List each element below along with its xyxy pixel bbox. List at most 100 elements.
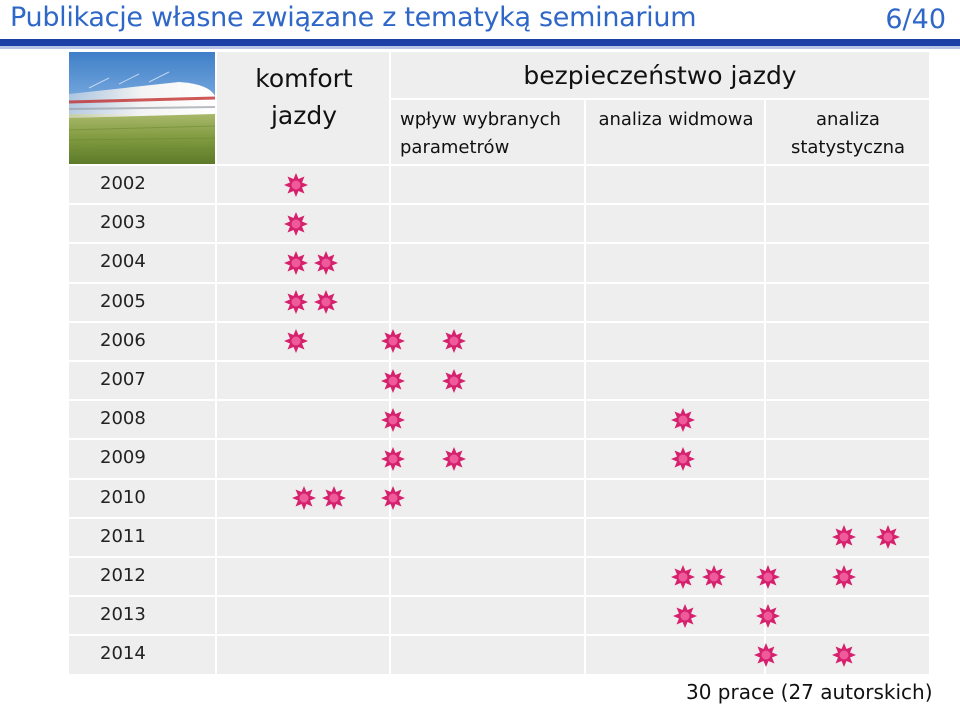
table-cell: [69, 518, 215, 556]
flower-star-icon: [755, 603, 781, 629]
year-label: 2009: [100, 447, 146, 469]
flower-star-icon: [701, 564, 727, 590]
header-comfort: komfort jazdy: [255, 64, 353, 130]
table-cell: [766, 440, 929, 478]
table-cell: [69, 558, 215, 596]
year-label: 2003: [100, 212, 146, 234]
flower-star-icon: [291, 485, 317, 511]
flower-star-icon: [670, 446, 696, 472]
flower-star-icon: [755, 564, 781, 590]
flower-star-icon: [670, 407, 696, 433]
flower-star-icon: [831, 642, 857, 668]
flower-star-icon: [283, 289, 309, 315]
table-cell: [69, 362, 215, 400]
flower-star-icon: [441, 328, 467, 354]
table-cell: [766, 166, 929, 204]
flower-star-icon: [380, 328, 406, 354]
header-cell: [217, 52, 389, 164]
flower-star-icon: [753, 642, 779, 668]
table-cell: [586, 166, 764, 204]
table-cell: [217, 518, 389, 556]
year-label: 2010: [100, 486, 146, 508]
table-cell: [766, 401, 929, 439]
header-cell: [391, 52, 929, 98]
year-label: 2006: [100, 329, 146, 351]
flower-star-icon: [831, 564, 857, 590]
table-cell: [391, 636, 584, 674]
year-label: 2002: [100, 173, 146, 194]
table-cell: [69, 401, 215, 439]
table-cell: [69, 166, 215, 204]
table-cell: [217, 636, 389, 674]
table-cell: [766, 244, 929, 282]
flower-star-icon: [283, 172, 309, 198]
flower-star-icon: [283, 211, 309, 237]
header-cell: [586, 100, 764, 164]
flower-star-icon: [441, 446, 467, 472]
table-cell: [586, 479, 764, 517]
title-bar: Publikacje własne związane z tematyką se…: [0, 0, 960, 44]
table-cell: [391, 597, 584, 635]
table-cell: [766, 283, 929, 321]
year-label: 2005: [100, 290, 146, 312]
table-cell: [69, 636, 215, 674]
year-label: 2013: [100, 604, 146, 626]
table-cell: [391, 401, 584, 439]
table-cell: [766, 322, 929, 360]
table-cell: [391, 362, 584, 400]
table-cell: [586, 362, 764, 400]
table-cell: [391, 479, 584, 517]
flower-star-icon: [672, 603, 698, 629]
table-cell: [586, 636, 764, 674]
flower-star-icon: [283, 250, 309, 276]
table-cell: [766, 479, 929, 517]
table-cell: [69, 597, 215, 635]
table-cell: [69, 479, 215, 517]
table-cell: [217, 362, 389, 400]
header-params: wpływ wybranych parametrów: [400, 109, 561, 158]
year-label: 2004: [100, 251, 146, 273]
flower-star-icon: [380, 407, 406, 433]
table-cell: [391, 440, 584, 478]
table-cell: [391, 244, 584, 282]
table-cell: [69, 205, 215, 243]
header-safety: bezpieczeństwo jazdy: [523, 61, 797, 90]
title-rule-light: [0, 46, 960, 49]
table-cell: [586, 244, 764, 282]
table-cell: [391, 283, 584, 321]
table-cell: [586, 283, 764, 321]
table-cell: [391, 166, 584, 204]
year-label: 2014: [100, 643, 146, 665]
table-cell: [391, 205, 584, 243]
year-label: 2011: [100, 525, 146, 547]
table-cell: [217, 558, 389, 596]
header-cell: [766, 100, 929, 164]
flower-star-icon: [380, 368, 406, 394]
table-cell: [391, 558, 584, 596]
header-spectral: analiza widmowa: [598, 109, 754, 130]
header-statistical: analiza statystyczna: [790, 109, 906, 158]
train-photo: [69, 52, 215, 164]
title-rule: [0, 39, 960, 47]
flower-star-icon: [313, 250, 339, 276]
flower-star-icon: [875, 524, 901, 550]
flower-star-icon: [283, 328, 309, 354]
table-cell: [586, 518, 764, 556]
publication-count-note: 30 prace (27 autorskich): [686, 680, 933, 704]
flower-star-icon: [441, 368, 467, 394]
table-cell: [217, 597, 389, 635]
flower-star-icon: [670, 564, 696, 590]
year-label: 2008: [100, 408, 146, 430]
table-cell: [766, 205, 929, 243]
slide-title: Publikacje własne związane z tematyką se…: [10, 2, 697, 33]
header-cell: [391, 100, 584, 164]
table-cell: [766, 362, 929, 400]
table-cell: [391, 322, 584, 360]
table-cell: [69, 322, 215, 360]
table-cell: [217, 401, 389, 439]
flower-star-icon: [321, 485, 347, 511]
table-cell: [69, 244, 215, 282]
table-cell: [69, 440, 215, 478]
year-label: 2007: [100, 369, 146, 390]
flower-star-icon: [380, 485, 406, 511]
